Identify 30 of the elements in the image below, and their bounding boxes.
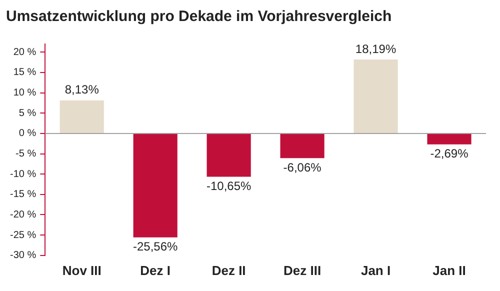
y-tick-label: -5 %	[16, 148, 36, 160]
y-tick-label: 0 %	[18, 128, 36, 140]
data-label: 18,19%	[355, 42, 396, 56]
x-tick-label: Dez II	[212, 262, 246, 278]
y-tick-label: 15 %	[13, 67, 36, 78]
data-label: -25,56%	[132, 240, 178, 254]
y-tick-label: 20 %	[13, 46, 36, 58]
y-tick-label: 10 %	[13, 88, 36, 99]
bar	[427, 134, 472, 144]
chart-title: Umsatzentwicklung pro Dekade im Vorjahresvergleich	[6, 8, 392, 26]
x-tick-label: Jan I	[360, 262, 391, 278]
data-label: -6,06%	[283, 160, 322, 174]
bar	[133, 134, 178, 238]
x-tick-label: Jan II	[432, 262, 466, 278]
data-label: -10,65%	[206, 179, 252, 194]
y-tick-label: -15 %	[10, 189, 36, 200]
x-tick-label: Nov III	[62, 262, 102, 278]
data-label: 8,13%	[64, 82, 100, 97]
y-tick-label: -20 %	[10, 209, 36, 220]
x-tick-label: Dez III	[284, 262, 322, 278]
y-tick-label: -10 %	[10, 168, 36, 180]
y-tick-label: -25 %	[10, 230, 36, 241]
y-tick-label: -30 %	[10, 250, 36, 262]
bar	[280, 134, 324, 158]
x-tick-label: Dez I	[140, 262, 171, 278]
bar	[60, 100, 104, 133]
bar	[206, 134, 251, 177]
y-tick-label: 5 %	[18, 108, 36, 119]
data-label: -2,69%	[430, 146, 469, 161]
bar	[354, 59, 398, 133]
